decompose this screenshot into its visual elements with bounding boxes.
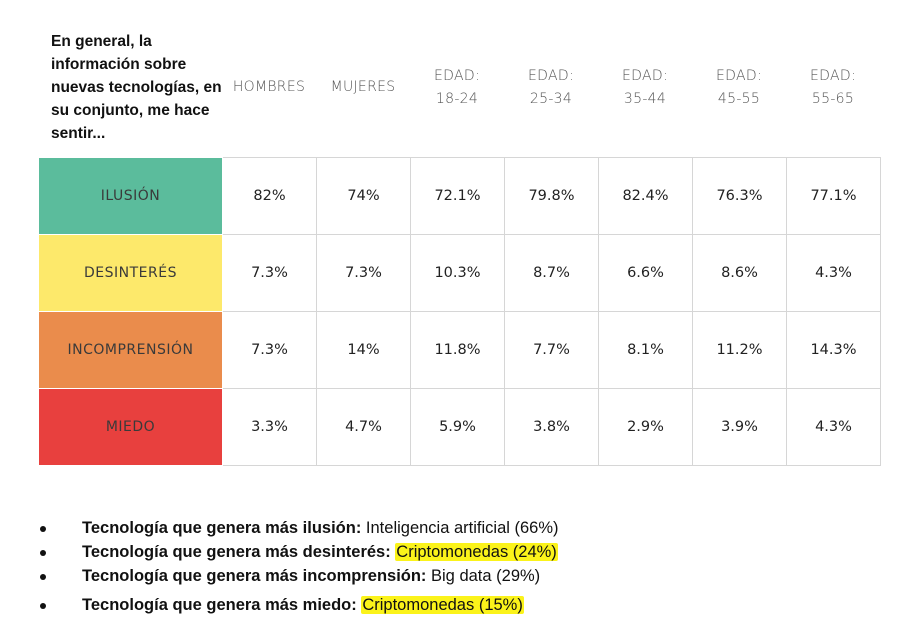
table-cell: 8.7% [504,234,599,312]
column-header-line2: 25-34 [529,91,573,107]
table-cell: 4.7% [316,388,411,466]
table-cell: 79.8% [504,157,599,235]
table-cell: 14.3% [786,311,881,389]
column-header-age-55-65: EDAD: 55-65 [786,65,880,111]
table-cell: 14% [316,311,411,389]
column-header-line1: HOMBRES [232,79,306,95]
list-item: Tecnología que genera más ilusión: Intel… [40,516,559,540]
note-label: Tecnología que genera más desinterés: [82,543,396,561]
table-cell: 8.1% [598,311,693,389]
column-header-mujeres: MUJERES [316,76,410,99]
column-header-hombres: HOMBRES [222,76,316,99]
table-cell: 3.8% [504,388,599,466]
column-header-age-45-55: EDAD: 45-55 [692,65,786,111]
table-cell: 5.9% [410,388,505,466]
row-label-ilusion: ILUSIÓN [38,157,223,235]
note-label: Tecnología que genera más incomprensión: [82,567,432,585]
row-label-incomprension: INCOMPRENSIÓN [38,311,223,389]
table-cell: 3.9% [692,388,787,466]
note-value: Inteligencia artificial (66%) [365,519,559,537]
table-cell: 72.1% [410,157,505,235]
column-header-line1: EDAD: [622,68,668,84]
summary-list: Tecnología que genera más ilusión: Intel… [40,516,559,617]
column-header-age-18-24: EDAD: 18-24 [410,65,504,111]
column-header-age-25-34: EDAD: 25-34 [504,65,598,111]
list-item: Tecnología que genera más miedo: Criptom… [40,593,559,617]
column-header-line1: EDAD: [810,68,856,84]
table-cell: 7.3% [222,311,317,389]
sentiment-table: ILUSIÓN 82% 74% 72.1% 79.8% 82.4% 76.3% … [38,157,881,466]
table-cell: 3.3% [222,388,317,466]
note-value-highlighted: Criptomonedas (15%) [361,596,524,614]
table-cell: 8.6% [692,234,787,312]
table-cell: 77.1% [786,157,881,235]
table-cell: 82% [222,157,317,235]
table-cell: 10.3% [410,234,505,312]
table-cell: 4.3% [786,234,881,312]
list-item: Tecnología que genera más incomprensión:… [40,564,559,588]
column-header-line2: 55-65 [811,91,855,107]
table-row-ilusion: ILUSIÓN 82% 74% 72.1% 79.8% 82.4% 76.3% … [38,157,881,235]
column-header-line1: EDAD: [716,68,762,84]
table-cell: 7.7% [504,311,599,389]
table-cell: 11.8% [410,311,505,389]
table-cell: 4.3% [786,388,881,466]
note-label: Tecnología que genera más miedo: [82,596,362,614]
column-header-line1: EDAD: [528,68,574,84]
bullet-icon [40,550,46,556]
table-cell: 82.4% [598,157,693,235]
column-header-age-35-44: EDAD: 35-44 [598,65,692,111]
note-value: Big data (29%) [431,567,541,585]
note-label: Tecnología que genera más ilusión: [82,519,366,537]
table-cell: 7.3% [316,234,411,312]
row-label-miedo: MIEDO [38,388,223,466]
table-cell: 6.6% [598,234,693,312]
table-row-miedo: MIEDO 3.3% 4.7% 5.9% 3.8% 2.9% 3.9% 4.3% [38,388,881,466]
table-row-desinteres: DESINTERÉS 7.3% 7.3% 10.3% 8.7% 6.6% 8.6… [38,234,881,312]
note-value-highlighted: Criptomonedas (24%) [395,543,558,561]
table-row-incomprension: INCOMPRENSIÓN 7.3% 14% 11.8% 7.7% 8.1% 1… [38,311,881,389]
column-header-line1: EDAD: [434,68,480,84]
question-text: En general, la información sobre nuevas … [51,33,222,142]
column-header-line1: MUJERES [330,79,396,95]
table-cell: 74% [316,157,411,235]
column-header-line2: 18-24 [435,91,479,107]
table-cell: 11.2% [692,311,787,389]
bullet-icon [40,603,46,609]
bullet-icon [40,574,46,580]
list-item: Tecnología que genera más desinterés: Cr… [40,540,559,564]
table-cell: 2.9% [598,388,693,466]
column-header-line2: 45-55 [717,91,761,107]
bullet-icon [40,526,46,532]
table-cell: 7.3% [222,234,317,312]
table-cell: 76.3% [692,157,787,235]
row-label-desinteres: DESINTERÉS [38,234,223,312]
column-header-line2: 35-44 [623,91,667,107]
